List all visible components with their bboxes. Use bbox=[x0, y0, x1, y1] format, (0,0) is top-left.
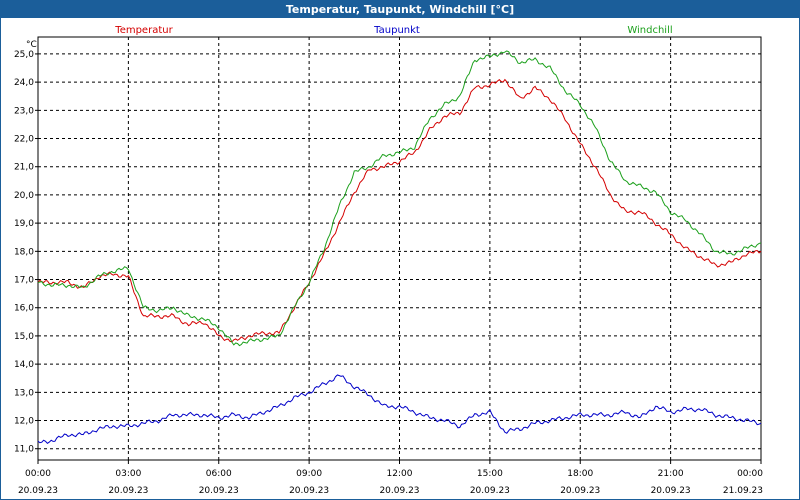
y-tick-label: 21,0 bbox=[14, 163, 34, 173]
y-tick-label: 18,0 bbox=[14, 247, 34, 257]
x-tick-time: 21:00 bbox=[658, 469, 684, 479]
chart-title: Temperatur, Taupunkt, Windchill [°C] bbox=[1, 1, 799, 18]
x-tick-time: 00:00 bbox=[737, 469, 763, 479]
series-line-temperatur bbox=[37, 78, 762, 343]
x-tick-date: 20.09.23 bbox=[651, 486, 691, 496]
x-tick-time: 00:00 bbox=[25, 469, 51, 479]
legend-label-windchill: Windchill bbox=[627, 25, 672, 36]
y-tick-label: 19,0 bbox=[14, 219, 34, 229]
y-tick-label: 22,0 bbox=[14, 135, 34, 145]
y-tick-label: 17,0 bbox=[14, 276, 34, 286]
x-tick-date: 20.09.23 bbox=[199, 486, 239, 496]
axis-labels: 11,0 12,0 13,0 14,0 15,0 16,0 17,0 18,0 19,0 20,0… bbox=[14, 50, 763, 496]
x-tick-time: 15:00 bbox=[477, 469, 503, 479]
x-tick-time: 09:00 bbox=[296, 469, 322, 479]
x-tick-date: 20.09.23 bbox=[560, 486, 600, 496]
x-tick-time: 06:00 bbox=[206, 469, 232, 479]
y-tick-label: 15,0 bbox=[14, 332, 34, 342]
x-tick-time: 12:00 bbox=[387, 469, 413, 479]
x-tick-date: 21.09.23 bbox=[723, 486, 763, 496]
x-tick-time: 03:00 bbox=[115, 469, 141, 479]
y-tick-label: 11,0 bbox=[14, 445, 34, 455]
y-tick-label: 25,0 bbox=[14, 50, 34, 60]
y-tick-label: 14,0 bbox=[14, 360, 34, 370]
legend-label-taupunkt: Taupunkt bbox=[373, 25, 420, 36]
x-tick-time: 18:00 bbox=[567, 469, 593, 479]
y-tick-label: 24,0 bbox=[14, 78, 34, 88]
x-tick-date: 20.09.23 bbox=[108, 486, 148, 496]
y-tick-label: 23,0 bbox=[14, 106, 34, 116]
grid-lines bbox=[38, 37, 761, 460]
y-tick-label: 13,0 bbox=[14, 388, 34, 398]
x-tick-date: 20.09.23 bbox=[18, 486, 58, 496]
series-lines bbox=[37, 50, 762, 444]
series-line-windchill bbox=[37, 50, 762, 347]
y-tick-label: 12,0 bbox=[14, 417, 34, 427]
legend: Temperatur Taupunkt Windchill bbox=[114, 25, 672, 36]
x-tick-date: 20.09.23 bbox=[470, 486, 510, 496]
series-line-taupunkt bbox=[37, 374, 762, 444]
y-axis-unit-label: °C bbox=[26, 40, 37, 50]
x-tick-date: 20.09.23 bbox=[379, 486, 419, 496]
y-tick-label: 20,0 bbox=[14, 191, 34, 201]
y-tick-label: 16,0 bbox=[14, 304, 34, 314]
x-tick-date: 20.09.23 bbox=[289, 486, 329, 496]
legend-label-temperatur: Temperatur bbox=[114, 25, 173, 36]
